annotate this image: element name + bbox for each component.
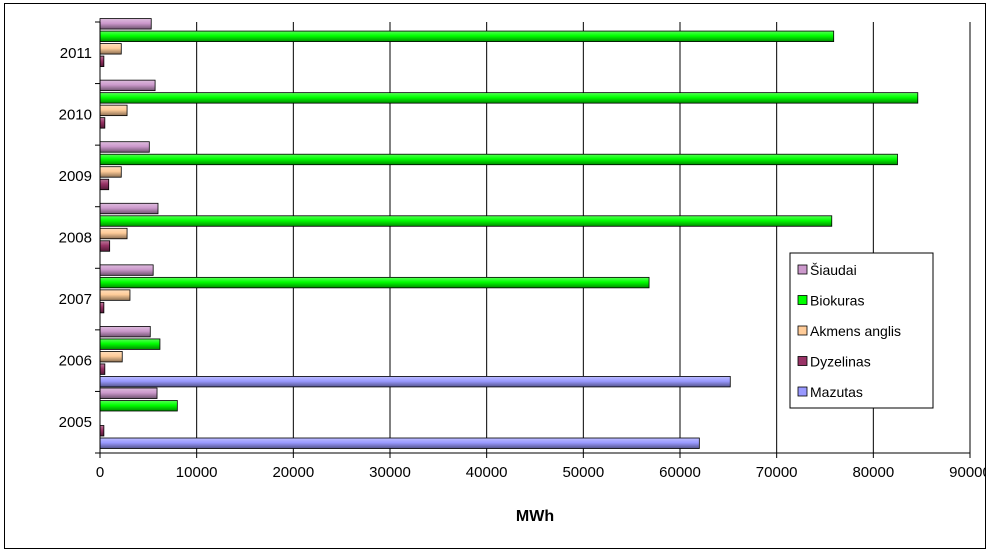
bar-dyzelinas-2010 [99, 117, 106, 129]
legend-label: Mazutas [810, 384, 863, 400]
x-tick-label: 0 [96, 464, 104, 481]
x-tick-label: 10000 [176, 464, 218, 481]
bar-mazutas-2005 [99, 437, 700, 449]
legend-label: Biokuras [810, 293, 864, 309]
bar-akmens-anglis-2007 [99, 289, 131, 301]
legend-label: Dyzelinas [810, 354, 871, 370]
bar-biokuras-2007 [99, 276, 650, 289]
y-tick-labels: 2005 2006 2007 2008 2009 2010 2011 [59, 45, 92, 431]
legend-label: Akmens anglis [810, 323, 901, 339]
x-tick-label: 50000 [562, 464, 604, 481]
y-tick-label: 2006 [59, 353, 92, 370]
y-tick-label: 2009 [59, 168, 92, 185]
bar-dyzelinas-2006 [99, 363, 106, 375]
bar-dyzelinas-2008 [99, 240, 111, 252]
y-tick-label: 2007 [59, 291, 92, 308]
y-tick-label: 2010 [59, 106, 92, 123]
legend-swatch [797, 356, 808, 366]
bar-šiaudai-2010 [99, 79, 156, 92]
bar-biokuras-2009 [99, 153, 898, 166]
legend-swatch [797, 386, 808, 397]
bar-akmens-anglis-2006 [99, 351, 123, 363]
x-axis-title: MWh [516, 508, 554, 525]
bar-biokuras-2005 [99, 400, 178, 412]
y-tick-label: 2008 [59, 230, 92, 247]
legend-box [789, 252, 934, 409]
legend-swatch [797, 325, 808, 336]
bar-šiaudai-2006 [99, 326, 151, 338]
x-tick-label: 90000 [949, 464, 985, 481]
bar-chart: 0 10000 20000 30000 40000 50000 60000 70000 8000… [59, 18, 985, 525]
bar-akmens-anglis-2009 [99, 166, 122, 178]
bar-šiaudai-2009 [99, 141, 150, 153]
chart-frame: 0 10000 20000 30000 40000 50000 60000 70000 8000… [4, 3, 986, 549]
bar-dyzelinas-2011 [99, 55, 105, 67]
axes [95, 21, 971, 458]
x-tick-label: 60000 [659, 464, 701, 481]
y-tick-label: 2011 [60, 45, 92, 62]
legend-swatch [797, 295, 808, 305]
bar-biokuras-2011 [99, 30, 835, 42]
bar-šiaudai-2011 [99, 18, 152, 30]
x-tick-labels: 0 10000 20000 30000 40000 50000 60000 70000 8000… [96, 464, 985, 481]
bar-šiaudai-2008 [99, 202, 159, 215]
legend-label: Šiaudai [810, 262, 857, 278]
bar-dyzelinas-2009 [99, 178, 110, 191]
bar-biokuras-2010 [99, 92, 919, 104]
bar-mazutas-2006 [99, 376, 731, 388]
x-tick-label: 20000 [272, 464, 314, 481]
bar-biokuras-2008 [99, 215, 833, 227]
bar-dyzelinas-2005 [99, 425, 105, 437]
bar-akmens-anglis-2011 [99, 43, 122, 55]
bar-akmens-anglis-2008 [99, 227, 128, 240]
legend: Šiaudai Biokuras Akmens anglis Dyzelinas Maz… [789, 252, 934, 409]
bar-šiaudai-2007 [99, 264, 154, 276]
bar-akmens-anglis-2010 [99, 104, 128, 117]
legend-swatch [797, 264, 808, 275]
bar-šiaudai-2005 [99, 387, 158, 399]
x-tick-label: 80000 [852, 464, 894, 481]
x-tick-label: 40000 [466, 464, 508, 481]
bar-biokuras-2006 [99, 338, 161, 350]
y-tick-label: 2005 [59, 414, 92, 431]
x-tick-label: 70000 [756, 464, 798, 481]
bar-dyzelinas-2007 [99, 301, 105, 314]
x-tick-label: 30000 [369, 464, 411, 481]
